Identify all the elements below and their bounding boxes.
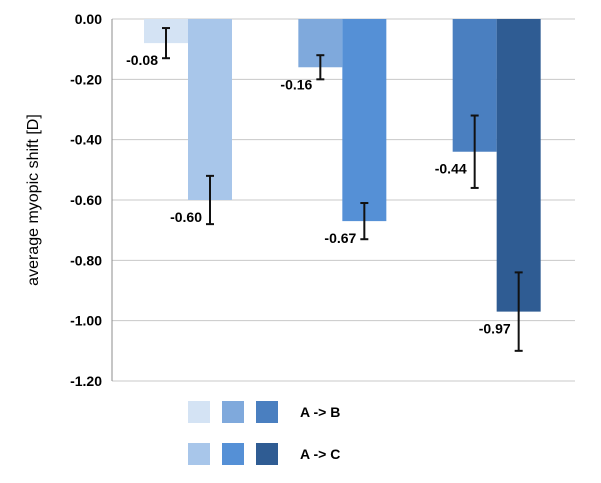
bar — [496, 19, 541, 312]
bar — [188, 19, 232, 200]
y-tick-labels: 0.00 -0.20 -0.40 -0.60 -0.80 -1.00 -1.20 — [70, 11, 102, 389]
y-tick-label: -0.80 — [70, 252, 102, 268]
legend-swatch — [188, 443, 210, 465]
y-tick-label: -0.20 — [70, 71, 102, 87]
bar — [342, 19, 387, 222]
y-tick-label: -1.00 — [70, 313, 102, 329]
data-label: -0.08 — [126, 52, 158, 68]
error-bars — [162, 27, 523, 352]
data-label: -0.97 — [479, 321, 511, 337]
bars — [144, 19, 541, 312]
legend-swatch — [256, 443, 278, 465]
legend-label: A -> B — [300, 404, 340, 420]
legend-swatch — [222, 401, 244, 423]
legend: A -> B A -> C — [188, 401, 340, 465]
data-labels: -0.08 -0.60 -0.16 -0.67 -0.44 -0.97 — [126, 52, 511, 336]
legend-swatch — [188, 401, 210, 423]
y-axis-title: average myopic shift [D] — [25, 114, 42, 286]
data-label: -0.67 — [324, 230, 356, 246]
data-label: -0.16 — [280, 76, 312, 92]
legend-swatch — [222, 443, 244, 465]
legend-swatch — [256, 401, 278, 423]
y-tick-label: -0.40 — [70, 132, 102, 148]
y-tick-label: 0.00 — [75, 11, 102, 27]
data-label: -0.60 — [170, 209, 202, 225]
y-tick-label: -1.20 — [70, 373, 102, 389]
y-tick-label: -0.60 — [70, 192, 102, 208]
legend-label: A -> C — [300, 446, 340, 462]
data-label: -0.44 — [435, 161, 467, 177]
